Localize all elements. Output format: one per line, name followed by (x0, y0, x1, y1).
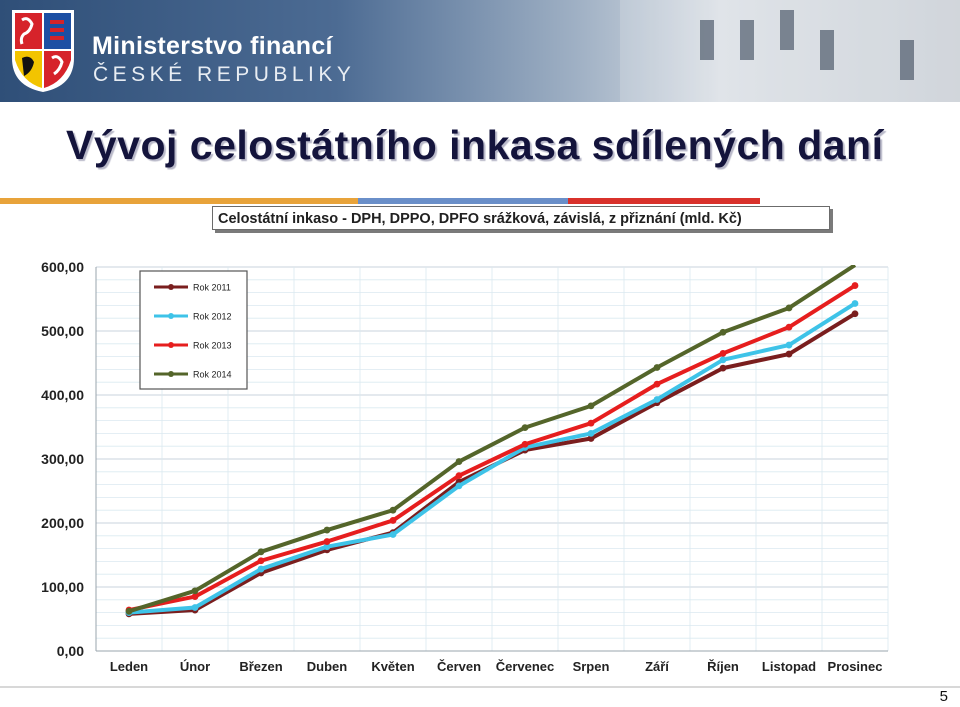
building-window (740, 20, 754, 60)
x-tick-label: Duben (307, 659, 348, 674)
x-tick-label: Listopad (762, 659, 816, 674)
data-point (653, 364, 661, 371)
data-point (389, 517, 397, 524)
data-point (785, 304, 793, 312)
data-point (653, 380, 661, 388)
data-point (323, 538, 331, 545)
y-tick-label: 400,00 (41, 387, 84, 403)
ministry-country: ČESKÉ REPUBLIKY (93, 63, 356, 86)
data-point (719, 350, 727, 357)
x-tick-label: Srpen (573, 659, 610, 674)
y-tick-label: 500,00 (41, 323, 84, 339)
data-point (455, 482, 463, 490)
legend-label: Rok 2014 (193, 370, 232, 380)
data-point (125, 607, 133, 615)
x-tick-label: Červenec (496, 659, 555, 674)
y-tick-label: 600,00 (41, 259, 84, 275)
building-window (900, 40, 914, 80)
data-point (389, 531, 397, 538)
data-point (851, 300, 859, 307)
data-point (521, 424, 529, 432)
coat-of-arms-icon (12, 10, 74, 92)
footer-divider (0, 686, 960, 688)
page-number: 5 (939, 688, 948, 705)
data-point (455, 472, 463, 480)
data-point (719, 356, 727, 364)
building-window (700, 20, 714, 60)
data-point (587, 430, 595, 437)
legend-label: Rok 2011 (193, 283, 231, 293)
data-point (389, 506, 397, 514)
legend-marker (168, 342, 174, 348)
ministry-name: Ministerstvo financí (92, 32, 333, 60)
accent-bar-blue (358, 198, 568, 204)
legend-marker (168, 371, 174, 377)
building-window (780, 10, 794, 50)
accent-bar-orange (0, 198, 358, 204)
series-line (128, 301, 857, 615)
data-point (587, 419, 595, 427)
legend-label: Rok 2013 (193, 341, 232, 351)
data-point (191, 593, 199, 600)
x-tick-label: Březen (239, 659, 282, 674)
y-tick-label: 100,00 (41, 579, 84, 595)
data-point (653, 396, 661, 403)
y-tick-label: 200,00 (41, 515, 84, 531)
legend-label: Rok 2012 (193, 312, 232, 322)
data-point (323, 526, 331, 534)
data-point (785, 350, 793, 358)
x-tick-label: Červen (437, 659, 481, 674)
data-point (851, 282, 859, 289)
data-point (521, 440, 529, 448)
series-line (128, 283, 857, 612)
x-tick-label: Říjen (707, 659, 739, 674)
legend-box (139, 270, 248, 390)
slide-title: Vývoj celostátního inkasa sdílených daní (66, 122, 884, 168)
y-tick-label: 300,00 (41, 451, 84, 467)
accent-bar-red (568, 198, 760, 204)
data-point (719, 328, 727, 336)
data-point (587, 435, 595, 442)
data-point (851, 310, 859, 318)
data-point (257, 557, 265, 565)
data-point (587, 402, 595, 410)
data-point (257, 548, 265, 556)
series-line (128, 265, 857, 614)
x-tick-label: Květen (371, 659, 414, 674)
legend-marker (168, 313, 174, 319)
x-tick-label: Září (645, 659, 669, 674)
data-point (785, 341, 793, 349)
data-point (191, 604, 199, 611)
legend-marker (168, 284, 174, 290)
chart-title: Celostátní inkaso - DPH, DPPO, DPFO sráž… (212, 206, 830, 230)
line-chart: 0,00 100,00 200,00 300,00 400,00 500,00 600,00… (41, 259, 889, 674)
data-point (257, 565, 265, 573)
building-window (820, 30, 834, 70)
x-tick-label: Leden (110, 659, 148, 674)
ministry-header-banner: Ministerstvo financí ČESKÉ REPUBLIKY (0, 0, 960, 102)
data-point (455, 458, 463, 465)
x-tick-label: Prosinec (828, 659, 883, 674)
y-tick-label: 0,00 (57, 643, 84, 659)
data-point (191, 587, 199, 595)
x-tick-label: Únor (180, 659, 210, 674)
data-point (785, 323, 793, 331)
data-point (323, 543, 331, 551)
data-point (719, 364, 727, 372)
